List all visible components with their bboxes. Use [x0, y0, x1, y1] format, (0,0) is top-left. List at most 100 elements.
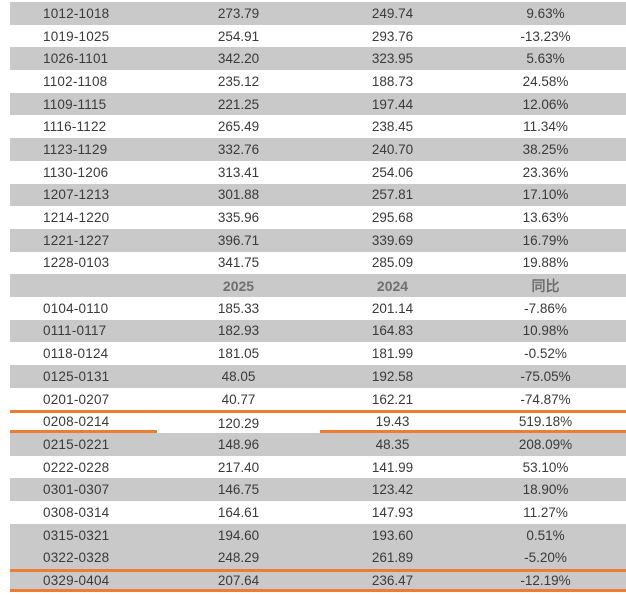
value-2024-cell: 285.09: [371, 255, 414, 271]
yoy-cell: 5.63%: [526, 51, 565, 67]
yoy-cell: -75.05%: [520, 368, 571, 384]
period-cell: 1228-0103: [43, 255, 110, 271]
yoy-cell: 519.18%: [465, 413, 626, 434]
period-cell: 1109-1115: [43, 96, 107, 112]
value-2025-cell: 217.40: [217, 459, 260, 475]
yoy-cell: -12.19%: [520, 573, 571, 589]
value-2024-cell: 188.73: [371, 73, 414, 89]
table-row: 1123-1129 332.76 240.70 38.25%: [10, 138, 626, 161]
yoy-cell: 23.36%: [522, 164, 569, 180]
value-2024-cell: 254.06: [371, 164, 414, 180]
yoy-cell: 208.09%: [518, 436, 573, 452]
table-row: 0111-0117 182.93 164.83 10.98%: [10, 319, 626, 343]
yoy-cell: -7.86%: [524, 300, 567, 316]
table-row: 0329-0404 207.64 236.47 -12.19%: [10, 569, 626, 592]
table-row: 0125-0131 48.05 192.58 -75.05%: [10, 365, 626, 388]
value-2025-cell: 40.77: [221, 391, 256, 407]
value-2025-cell: 181.05: [217, 346, 260, 362]
table-row: 0301-0307 146.75 123.42 18.90%: [10, 478, 626, 502]
table-row: 1019-1025 254.91 293.76 -13.23%: [10, 24, 626, 48]
period-cell: 1207-1213: [43, 187, 110, 203]
column-header-yoy: 同比: [531, 277, 560, 294]
value-2025-cell: 342.20: [217, 51, 260, 67]
value-2025-cell: 332.76: [217, 141, 260, 157]
value-2025-cell: 221.25: [217, 96, 260, 112]
value-2025-cell: 164.61: [217, 504, 260, 520]
table-row: 1228-0103 341.75 285.09 19.88%: [10, 251, 626, 275]
table-row: 1102-1108 235.12 188.73 24.58%: [10, 70, 626, 93]
value-2025-cell: 396.71: [217, 232, 260, 248]
period-cell: 0118-0124: [43, 346, 109, 362]
period-cell: 0111-0117: [43, 323, 107, 339]
yoy-cell: 12.06%: [522, 96, 569, 112]
yoy-cell: -74.87%: [520, 391, 571, 407]
period-cell: 1019-1025: [43, 28, 110, 44]
period-cell: 0125-0131: [43, 368, 110, 384]
yoy-cell: 13.63%: [522, 210, 569, 226]
value-2025-cell: 48.05: [221, 368, 256, 384]
yoy-cell: 24.58%: [522, 73, 569, 89]
table-row: 1221-1227 396.71 339.69 16.79%: [10, 228, 626, 252]
value-2024-cell: 249.74: [371, 5, 414, 21]
table-row: 1109-1115 221.25 197.44 12.06%: [10, 92, 626, 116]
value-2024-cell: 295.68: [371, 210, 414, 226]
period-cell: 1123-1129: [43, 141, 108, 157]
value-2024-cell: 236.47: [371, 573, 414, 589]
yoy-cell: 10.98%: [522, 323, 569, 339]
value-2024-cell: 238.45: [371, 119, 414, 135]
value-2025-cell: 194.60: [217, 527, 260, 543]
value-2025-cell: 207.64: [217, 573, 260, 589]
value-2024-cell: 257.81: [371, 187, 414, 203]
value-2024-cell: 48.35: [375, 436, 410, 452]
column-header-period: [10, 274, 157, 297]
table-row: 1116-1122 265.49 238.45 11.34%: [10, 115, 626, 139]
period-cell: 0222-0228: [43, 459, 110, 475]
yoy-cell: 38.25%: [522, 141, 569, 157]
value-2024-cell: 339.69: [371, 232, 414, 248]
period-cell: 1102-1108: [43, 73, 108, 89]
period-cell: 0201-0207: [43, 391, 110, 407]
yoy-cell: -13.23%: [520, 28, 571, 44]
period-cell: 0215-0221: [43, 436, 110, 452]
value-2025-cell: 120.29: [217, 415, 260, 431]
table-row: 1130-1206 313.41 254.06 23.36%: [10, 160, 626, 184]
value-2025-cell: 146.75: [217, 482, 260, 498]
table-row: 0315-0321 194.60 193.60 0.51%: [10, 523, 626, 547]
period-cell: 0322-0328: [43, 550, 110, 566]
period-cell: 0208-0214: [10, 413, 157, 434]
yoy-cell: 11.27%: [523, 504, 568, 520]
yoy-cell: -0.52%: [524, 346, 567, 362]
value-2025-cell: 301.88: [217, 187, 260, 203]
value-2024-cell: 261.89: [371, 550, 414, 566]
value-2024-cell: 162.21: [371, 391, 414, 407]
table-row: 1207-1213 301.88 257.81 17.10%: [10, 183, 626, 207]
table-row: 0222-0228 217.40 141.99 53.10%: [10, 455, 626, 479]
column-header-2025: 2025: [222, 277, 255, 294]
table-row: 0208-0214 120.29 19.43 519.18%: [10, 410, 626, 434]
value-2025-cell: 248.29: [217, 550, 260, 566]
value-2025-cell: 254.91: [217, 28, 260, 44]
value-2024-cell: 181.99: [371, 346, 414, 362]
period-cell: 0301-0307: [43, 482, 110, 498]
value-2024-cell: 197.44: [371, 96, 414, 112]
value-2025-cell: 265.49: [217, 119, 260, 135]
weekly-yoy-table: 1012-1018 273.79 249.74 9.63% 1019-1025 …: [10, 2, 626, 592]
value-2024-cell: 192.58: [371, 368, 414, 384]
value-2024-cell: 123.42: [371, 482, 414, 498]
value-2025-cell: 148.96: [217, 436, 260, 452]
yoy-cell: 53.10%: [522, 459, 569, 475]
column-header-2024: 2024: [376, 277, 409, 294]
yoy-cell: 17.10%: [522, 187, 569, 203]
value-2025-cell: 341.75: [217, 255, 260, 271]
value-2024-cell: 323.95: [371, 51, 414, 67]
period-cell: 1012-1018: [43, 5, 110, 21]
period-cell: 0315-0321: [43, 527, 110, 543]
table-row: 0308-0314 164.61 147.93 11.27%: [10, 501, 626, 524]
value-2024-cell: 147.93: [371, 504, 414, 520]
value-2024-cell: 141.99: [371, 459, 414, 475]
value-2025-cell: 235.12: [217, 73, 260, 89]
table-row: 0104-0110 185.33 201.14 -7.86%: [10, 296, 626, 320]
yoy-cell: 19.88%: [522, 255, 569, 271]
value-2024-cell: 201.14: [371, 300, 414, 316]
table-row: 0201-0207 40.77 162.21 -74.87%: [10, 387, 626, 411]
